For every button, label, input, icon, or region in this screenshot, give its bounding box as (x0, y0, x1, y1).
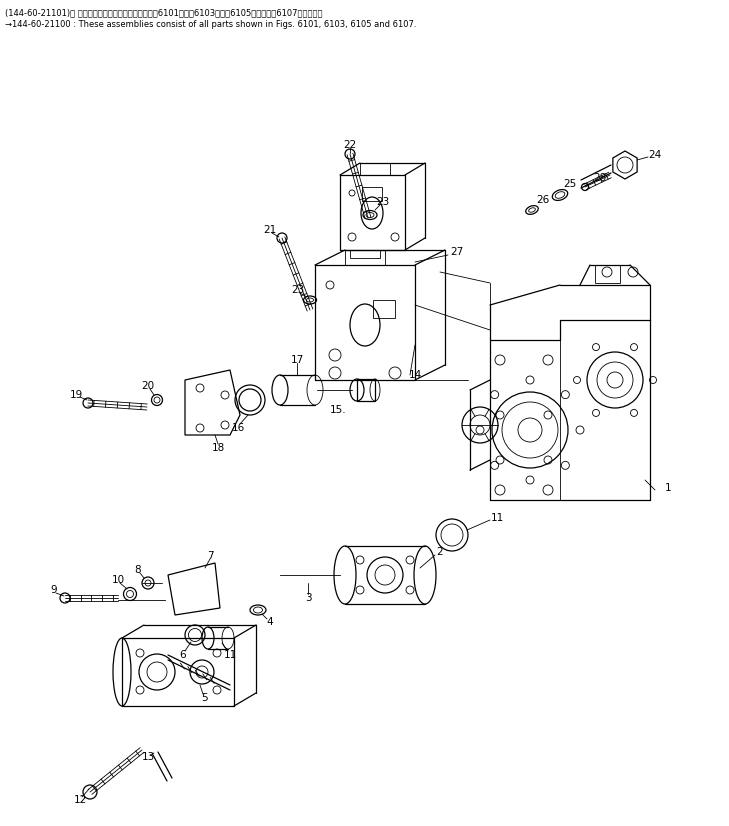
Text: 23: 23 (376, 197, 389, 207)
Text: 3: 3 (305, 593, 311, 603)
Text: 11: 11 (491, 513, 504, 523)
Text: 24: 24 (648, 150, 662, 160)
Bar (373, 300, 395, 318)
Text: 18: 18 (211, 443, 225, 453)
Bar (350, 250, 380, 258)
Text: 9: 9 (51, 585, 58, 595)
Text: 23: 23 (292, 285, 305, 295)
Text: 15.: 15. (330, 405, 346, 415)
Text: 16: 16 (231, 423, 245, 433)
Text: 7: 7 (207, 551, 214, 561)
Text: 20: 20 (141, 381, 155, 391)
Text: 21: 21 (263, 225, 276, 235)
Text: 6: 6 (179, 650, 187, 660)
Text: 2: 2 (437, 547, 443, 557)
Text: 4: 4 (267, 617, 273, 627)
Text: 25: 25 (564, 179, 577, 189)
Text: 19: 19 (69, 390, 82, 400)
Bar (357, 379, 375, 401)
Text: →144-60-21100 : These assemblies consist of all parts shown in Figs. 6101, 6103,: →144-60-21100 : These assemblies consist… (5, 20, 416, 29)
Text: 17: 17 (290, 355, 303, 365)
Text: 1: 1 (665, 483, 671, 493)
Text: 14: 14 (408, 370, 421, 380)
Text: 13: 13 (141, 752, 155, 762)
Text: 22: 22 (343, 140, 356, 150)
Text: 12: 12 (74, 795, 87, 805)
Text: (144-60-21101)） これらのアセンブリの構成部品は第6101図、第6103図、第6105図および第6107図を見よ。: (144-60-21101)） これらのアセンブリの構成部品は第6101図、第6… (5, 8, 322, 17)
Text: 28: 28 (593, 173, 607, 183)
Text: 26: 26 (537, 195, 550, 205)
Text: 11: 11 (223, 650, 237, 660)
Text: 27: 27 (451, 247, 464, 257)
Text: 10: 10 (112, 575, 125, 585)
Text: 8: 8 (135, 565, 141, 575)
Bar (362, 187, 382, 201)
Text: 5: 5 (202, 693, 208, 703)
Bar (595, 265, 620, 283)
